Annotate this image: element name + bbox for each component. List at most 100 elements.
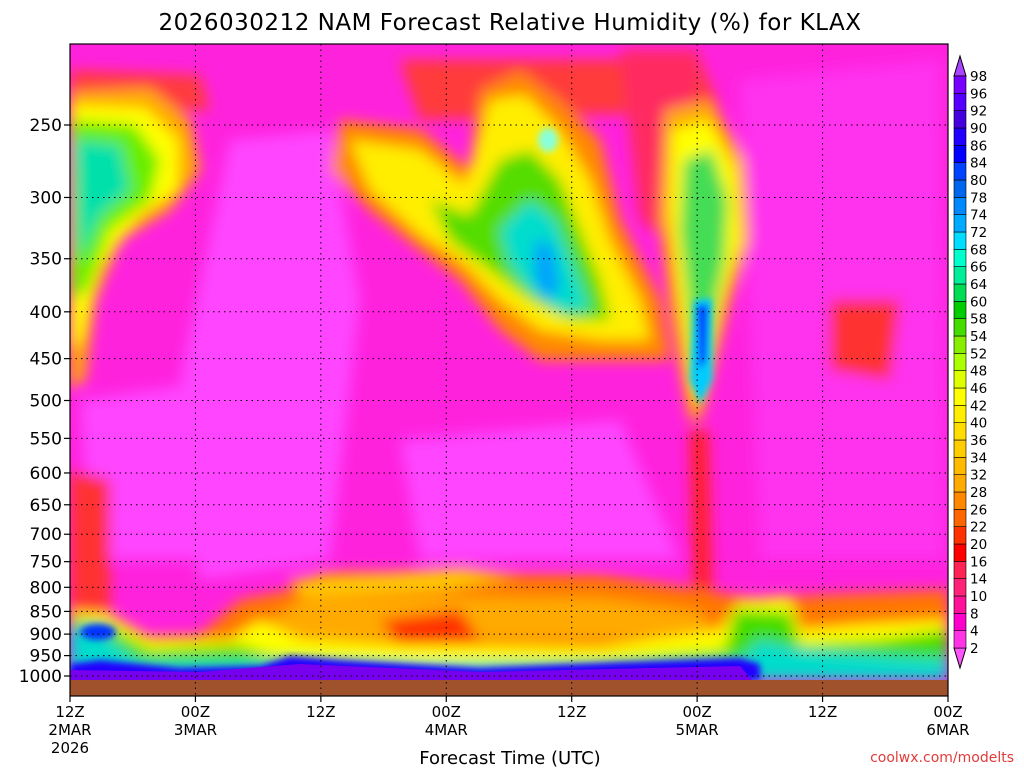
colorbar-label: 78 xyxy=(970,190,987,206)
colorbar-label: 8 xyxy=(970,606,979,622)
region-dry-magenta-c xyxy=(400,420,680,560)
colorbar-label: 32 xyxy=(970,468,987,484)
colorbar-label: 64 xyxy=(970,277,987,293)
colorbar-swatch xyxy=(953,283,967,302)
colorbar-label: 10 xyxy=(970,589,987,605)
colorbar-swatch xyxy=(953,595,967,614)
y-tick-label: 800 xyxy=(30,578,62,598)
colorbar-label: 16 xyxy=(970,554,987,570)
colorbar-label: 42 xyxy=(970,398,987,414)
colorbar-swatch xyxy=(953,561,967,579)
colorbar-label: 14 xyxy=(970,572,987,588)
colorbar-label: 40 xyxy=(970,416,987,432)
colorbar-extend-min xyxy=(953,647,967,670)
x-tick-date: 2MAR xyxy=(48,721,91,739)
colorbar-swatch xyxy=(953,214,967,233)
region-red-filament xyxy=(690,430,712,600)
y-tick-label: 1000 xyxy=(19,667,62,687)
colorbar-label: 74 xyxy=(970,208,987,224)
x-tick-time: 12Z xyxy=(808,703,837,721)
colorbar-swatch xyxy=(953,335,967,354)
region-red-left-lower xyxy=(70,470,110,640)
region-inversion-upper xyxy=(290,568,520,595)
y-tick-label: 500 xyxy=(30,392,62,412)
region-tongue-green xyxy=(680,150,728,390)
y-tick-label: 750 xyxy=(30,553,62,573)
colorbar-label: 84 xyxy=(970,156,987,172)
colorbar-label: 36 xyxy=(970,433,987,449)
y-tick-label: 650 xyxy=(30,496,62,516)
region-cirrus-core xyxy=(76,140,130,260)
plot-frame xyxy=(69,43,949,697)
chart-title: 2026030212 NAM Forecast Relative Humidit… xyxy=(159,10,862,36)
x-tick-time: 00Z xyxy=(432,703,461,721)
region-inversion-core xyxy=(270,595,720,640)
colorbar-label: 52 xyxy=(970,346,987,362)
colorbar-swatch xyxy=(953,162,967,181)
colorbar-label: 54 xyxy=(970,329,987,345)
region-cyan-spot xyxy=(538,128,558,152)
colorbar-label: 58 xyxy=(970,312,987,328)
colorbar-label: 20 xyxy=(970,537,987,553)
y-axis: 250 300 350 400 450 500 550 600 650 700 750 800 850 9… xyxy=(19,116,70,687)
y-tick-label: 850 xyxy=(30,602,62,622)
colorbar-label: 66 xyxy=(970,260,987,276)
heatmap-field xyxy=(70,44,948,696)
x-tick-date: 5MAR xyxy=(676,721,719,739)
y-tick-label: 450 xyxy=(30,350,62,370)
colorbar-label: 48 xyxy=(970,364,987,380)
y-tick-label: 600 xyxy=(30,464,62,484)
colorbar-label: 26 xyxy=(970,502,987,518)
region-filament-blue xyxy=(697,305,708,370)
colorbar-swatch xyxy=(953,353,967,371)
x-tick-time: 12Z xyxy=(55,703,84,721)
colorbar-swatch xyxy=(953,439,967,458)
y-tick-label: 900 xyxy=(30,625,62,645)
colorbar-swatch xyxy=(953,127,967,146)
colorbar-swatch xyxy=(953,110,967,129)
colorbar-label: 4 xyxy=(970,624,979,640)
region-red-right xyxy=(830,300,900,380)
y-tick-label: 250 xyxy=(30,116,62,136)
colorbar-label: 72 xyxy=(970,225,987,241)
x-tick-time: 00Z xyxy=(933,703,962,721)
x-tick-date: 6MAR xyxy=(926,721,969,739)
colorbar-label: 22 xyxy=(970,520,987,536)
colorbar-label: 68 xyxy=(970,242,987,258)
colorbar: 2481014162022262832343640424648525458606… xyxy=(953,54,987,670)
colorbar-swatch xyxy=(953,231,967,250)
colorbar-swatch xyxy=(953,145,967,163)
x-tick-time: 12Z xyxy=(557,703,586,721)
x-tick-time: 00Z xyxy=(682,703,711,721)
y-tick-label: 700 xyxy=(30,525,62,545)
x-tick-year: 2026 xyxy=(51,739,89,757)
colorbar-swatch xyxy=(953,474,967,493)
x-axis-label: Forecast Time (UTC) xyxy=(419,748,600,768)
colorbar-swatch xyxy=(953,249,967,267)
colorbar-extend-max xyxy=(953,54,967,77)
colorbar-swatch xyxy=(953,509,967,527)
colorbar-label: 90 xyxy=(970,121,987,137)
y-tick-label: 300 xyxy=(30,188,62,208)
colorbar-swatch xyxy=(953,197,967,215)
colorbar-label: 28 xyxy=(970,485,987,501)
x-tick-time: 00Z xyxy=(181,703,210,721)
colorbar-label: 80 xyxy=(970,173,987,189)
x-tick-date: 3MAR xyxy=(174,721,217,739)
colorbar-swatch xyxy=(953,422,967,441)
colorbar-swatch xyxy=(953,526,967,545)
region-blue-spot-left xyxy=(80,624,116,640)
colorbar-swatch xyxy=(953,630,967,649)
colorbar-swatch xyxy=(953,370,967,389)
colorbar-swatch xyxy=(953,457,967,475)
region-dry-magenta-b xyxy=(80,380,250,560)
colorbar-swatch xyxy=(953,75,967,94)
colorbar-swatch xyxy=(953,266,967,285)
region-band-blue xyxy=(535,240,560,300)
colorbar-swatch xyxy=(953,93,967,111)
y-tick-label: 950 xyxy=(30,647,62,667)
colorbar-swatch xyxy=(953,543,967,562)
x-tick-date: 4MAR xyxy=(425,721,468,739)
